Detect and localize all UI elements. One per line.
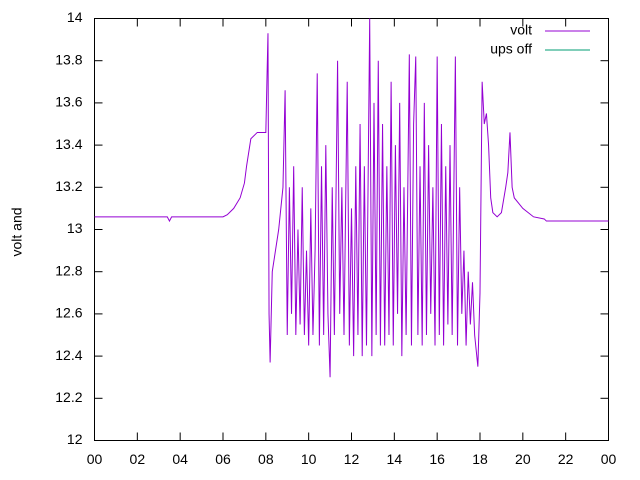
y-tick-label: 14	[67, 9, 83, 25]
x-tick-label: 00	[87, 451, 103, 467]
y-tick-label: 12	[67, 431, 83, 447]
data-line	[94, 18, 609, 378]
x-tick-label: 14	[387, 451, 403, 467]
x-tick-label: 22	[558, 451, 574, 467]
y-tick-label: 13.2	[55, 178, 82, 194]
x-tick-label: 08	[258, 451, 274, 467]
y-tick-label: 13.6	[55, 94, 82, 110]
x-tick-label: 20	[515, 451, 531, 467]
y-tick-label: 12.2	[55, 389, 82, 405]
x-tick-label: 06	[215, 451, 231, 467]
x-tick-label: 02	[130, 451, 146, 467]
x-tick-label: 18	[472, 451, 488, 467]
x-tick-label: 10	[301, 451, 317, 467]
y-tick-label: 13.8	[55, 51, 82, 67]
y-tick-label: 13.4	[55, 136, 82, 152]
x-tick-label: 04	[172, 451, 188, 467]
y-tick-label: 12.6	[55, 305, 82, 321]
y-tick-label: 12.8	[55, 262, 82, 278]
x-tick-label: 12	[344, 451, 360, 467]
legend-label: ups off	[490, 41, 532, 57]
y-tick-label: 12.4	[55, 347, 82, 363]
legend-label: volt	[510, 22, 532, 38]
x-tick-label: 00	[601, 451, 617, 467]
y-tick-label: 13	[67, 220, 83, 236]
x-tick-label: 16	[429, 451, 445, 467]
y-axis-label: volt and	[9, 207, 25, 256]
